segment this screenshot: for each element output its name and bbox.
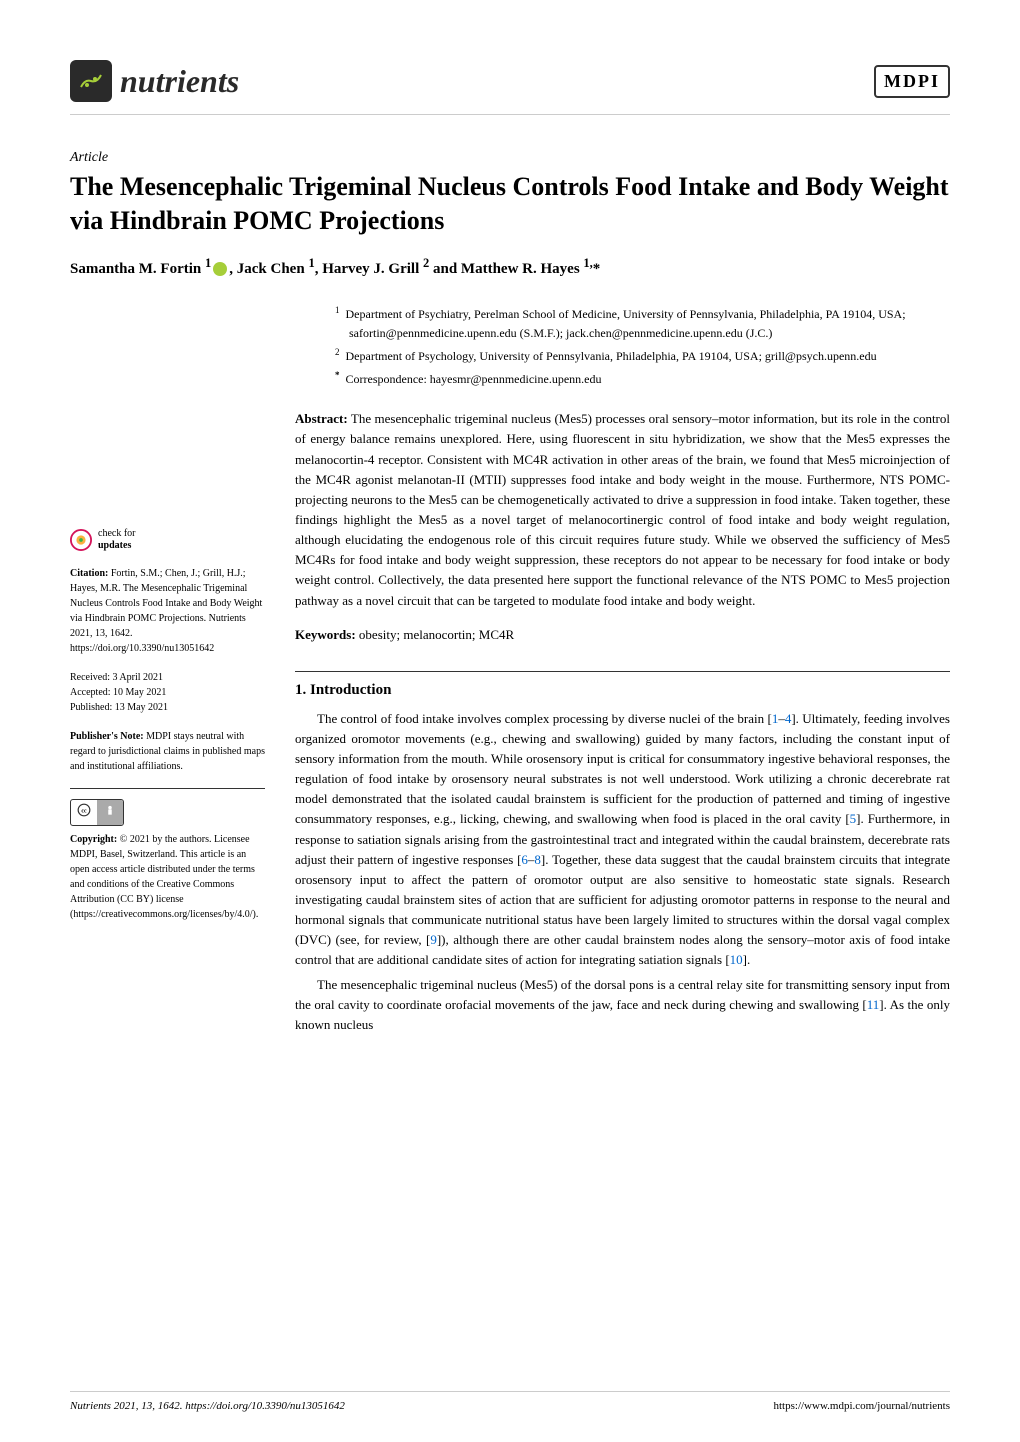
footer-left: Nutrients 2021, 13, 1642. https://doi.or… — [70, 1400, 345, 1412]
ref-link[interactable]: 10 — [730, 952, 743, 967]
intro-para-2: The mesencephalic trigeminal nucleus (Me… — [295, 975, 950, 1035]
publishers-note-label: Publisher's Note: — [70, 731, 144, 742]
section-heading-1: 1. Introduction — [295, 682, 950, 699]
sidebar-divider — [70, 788, 265, 789]
received-date: Received: 3 April 2021 — [70, 670, 265, 685]
keywords-label: Keywords: — [295, 627, 356, 642]
check-updates-text: check for updates — [98, 528, 135, 552]
affiliations: 1 Department of Psychiatry, Perelman Sch… — [295, 303, 950, 390]
citation-block: Citation: Fortin, S.M.; Chen, J.; Grill,… — [70, 566, 265, 656]
header-row: nutrients MDPI — [70, 60, 950, 115]
abstract-label: Abstract: — [295, 411, 348, 426]
check-updates-badge[interactable]: check for updates — [70, 528, 265, 552]
sidebar: check for updates Citation: Fortin, S.M.… — [70, 303, 265, 1039]
orcid-icon[interactable] — [213, 262, 227, 276]
authors-line: Samantha M. Fortin 1 , Jack Chen 1, Harve… — [70, 256, 950, 278]
author-text: Samantha M. Fortin 1 — [70, 261, 211, 277]
copyright-block: Copyright: © 2021 by the authors. Licens… — [70, 832, 265, 922]
footer: Nutrients 2021, 13, 1642. https://doi.or… — [70, 1391, 950, 1412]
correspondence: * Correspondence: hayesmr@pennmedicine.u… — [335, 368, 950, 389]
keywords-block: Keywords: obesity; melanocortin; MC4R — [295, 627, 950, 643]
author-text: , Jack Chen 1, Harvey J. Grill 2 and Mat… — [229, 261, 600, 277]
main-content: 1 Department of Psychiatry, Perelman Sch… — [295, 303, 950, 1039]
article-type: Article — [70, 150, 950, 166]
accepted-date: Accepted: 10 May 2021 — [70, 685, 265, 700]
keywords-text: obesity; melanocortin; MC4R — [359, 627, 514, 642]
article-title: The Mesencephalic Trigeminal Nucleus Con… — [70, 170, 950, 238]
ref-link[interactable]: 11 — [867, 997, 880, 1012]
citation-label: Citation: — [70, 568, 108, 579]
cc-license-badge[interactable]: cc — [70, 799, 124, 826]
publisher-logo: MDPI — [874, 65, 950, 98]
citation-text: Fortin, S.M.; Chen, J.; Grill, H.J.; Hay… — [70, 568, 262, 654]
affil-sup: 2 — [335, 347, 340, 357]
para-text: ]. — [743, 952, 751, 967]
copyright-text: © 2021 by the authors. Licensee MDPI, Ba… — [70, 834, 258, 920]
affiliation-1: 1 Department of Psychiatry, Perelman Sch… — [335, 303, 950, 343]
affiliation-2: 2 Department of Psychology, University o… — [335, 345, 950, 366]
affil-text: Department of Psychiatry, Perelman Schoo… — [346, 307, 906, 340]
affil-sup: * — [335, 370, 340, 380]
journal-name: nutrients — [120, 63, 239, 100]
check-line1: check for — [98, 528, 135, 539]
footer-right[interactable]: https://www.mdpi.com/journal/nutrients — [774, 1400, 951, 1412]
by-icon — [97, 800, 123, 825]
para-text: The control of food intake involves comp… — [317, 711, 772, 726]
copyright-label: Copyright: — [70, 834, 117, 845]
intro-para-1: The control of food intake involves comp… — [295, 709, 950, 971]
journal-logo-icon — [70, 60, 112, 102]
check-updates-icon — [70, 529, 92, 551]
journal-logo: nutrients — [70, 60, 239, 102]
affil-text: Department of Psychology, University of … — [346, 349, 877, 363]
abstract-text: The mesencephalic trigeminal nucleus (Me… — [295, 411, 950, 607]
main-layout: check for updates Citation: Fortin, S.M.… — [70, 303, 950, 1039]
section-divider — [295, 671, 950, 672]
svg-text:cc: cc — [81, 808, 87, 814]
publishers-note-block: Publisher's Note: MDPI stays neutral wit… — [70, 729, 265, 774]
para-text: The mesencephalic trigeminal nucleus (Me… — [295, 977, 950, 1012]
abstract-block: Abstract: The mesencephalic trigeminal n… — [295, 409, 950, 610]
affil-text: Correspondence: hayesmr@pennmedicine.upe… — [346, 372, 602, 386]
check-line2: updates — [98, 540, 131, 551]
published-date: Published: 13 May 2021 — [70, 700, 265, 715]
cc-icon: cc — [71, 800, 97, 825]
para-text: ]. Ultimately, feeding involves organize… — [295, 711, 950, 827]
dates-block: Received: 3 April 2021 Accepted: 10 May … — [70, 670, 265, 715]
affil-sup: 1 — [335, 305, 340, 315]
